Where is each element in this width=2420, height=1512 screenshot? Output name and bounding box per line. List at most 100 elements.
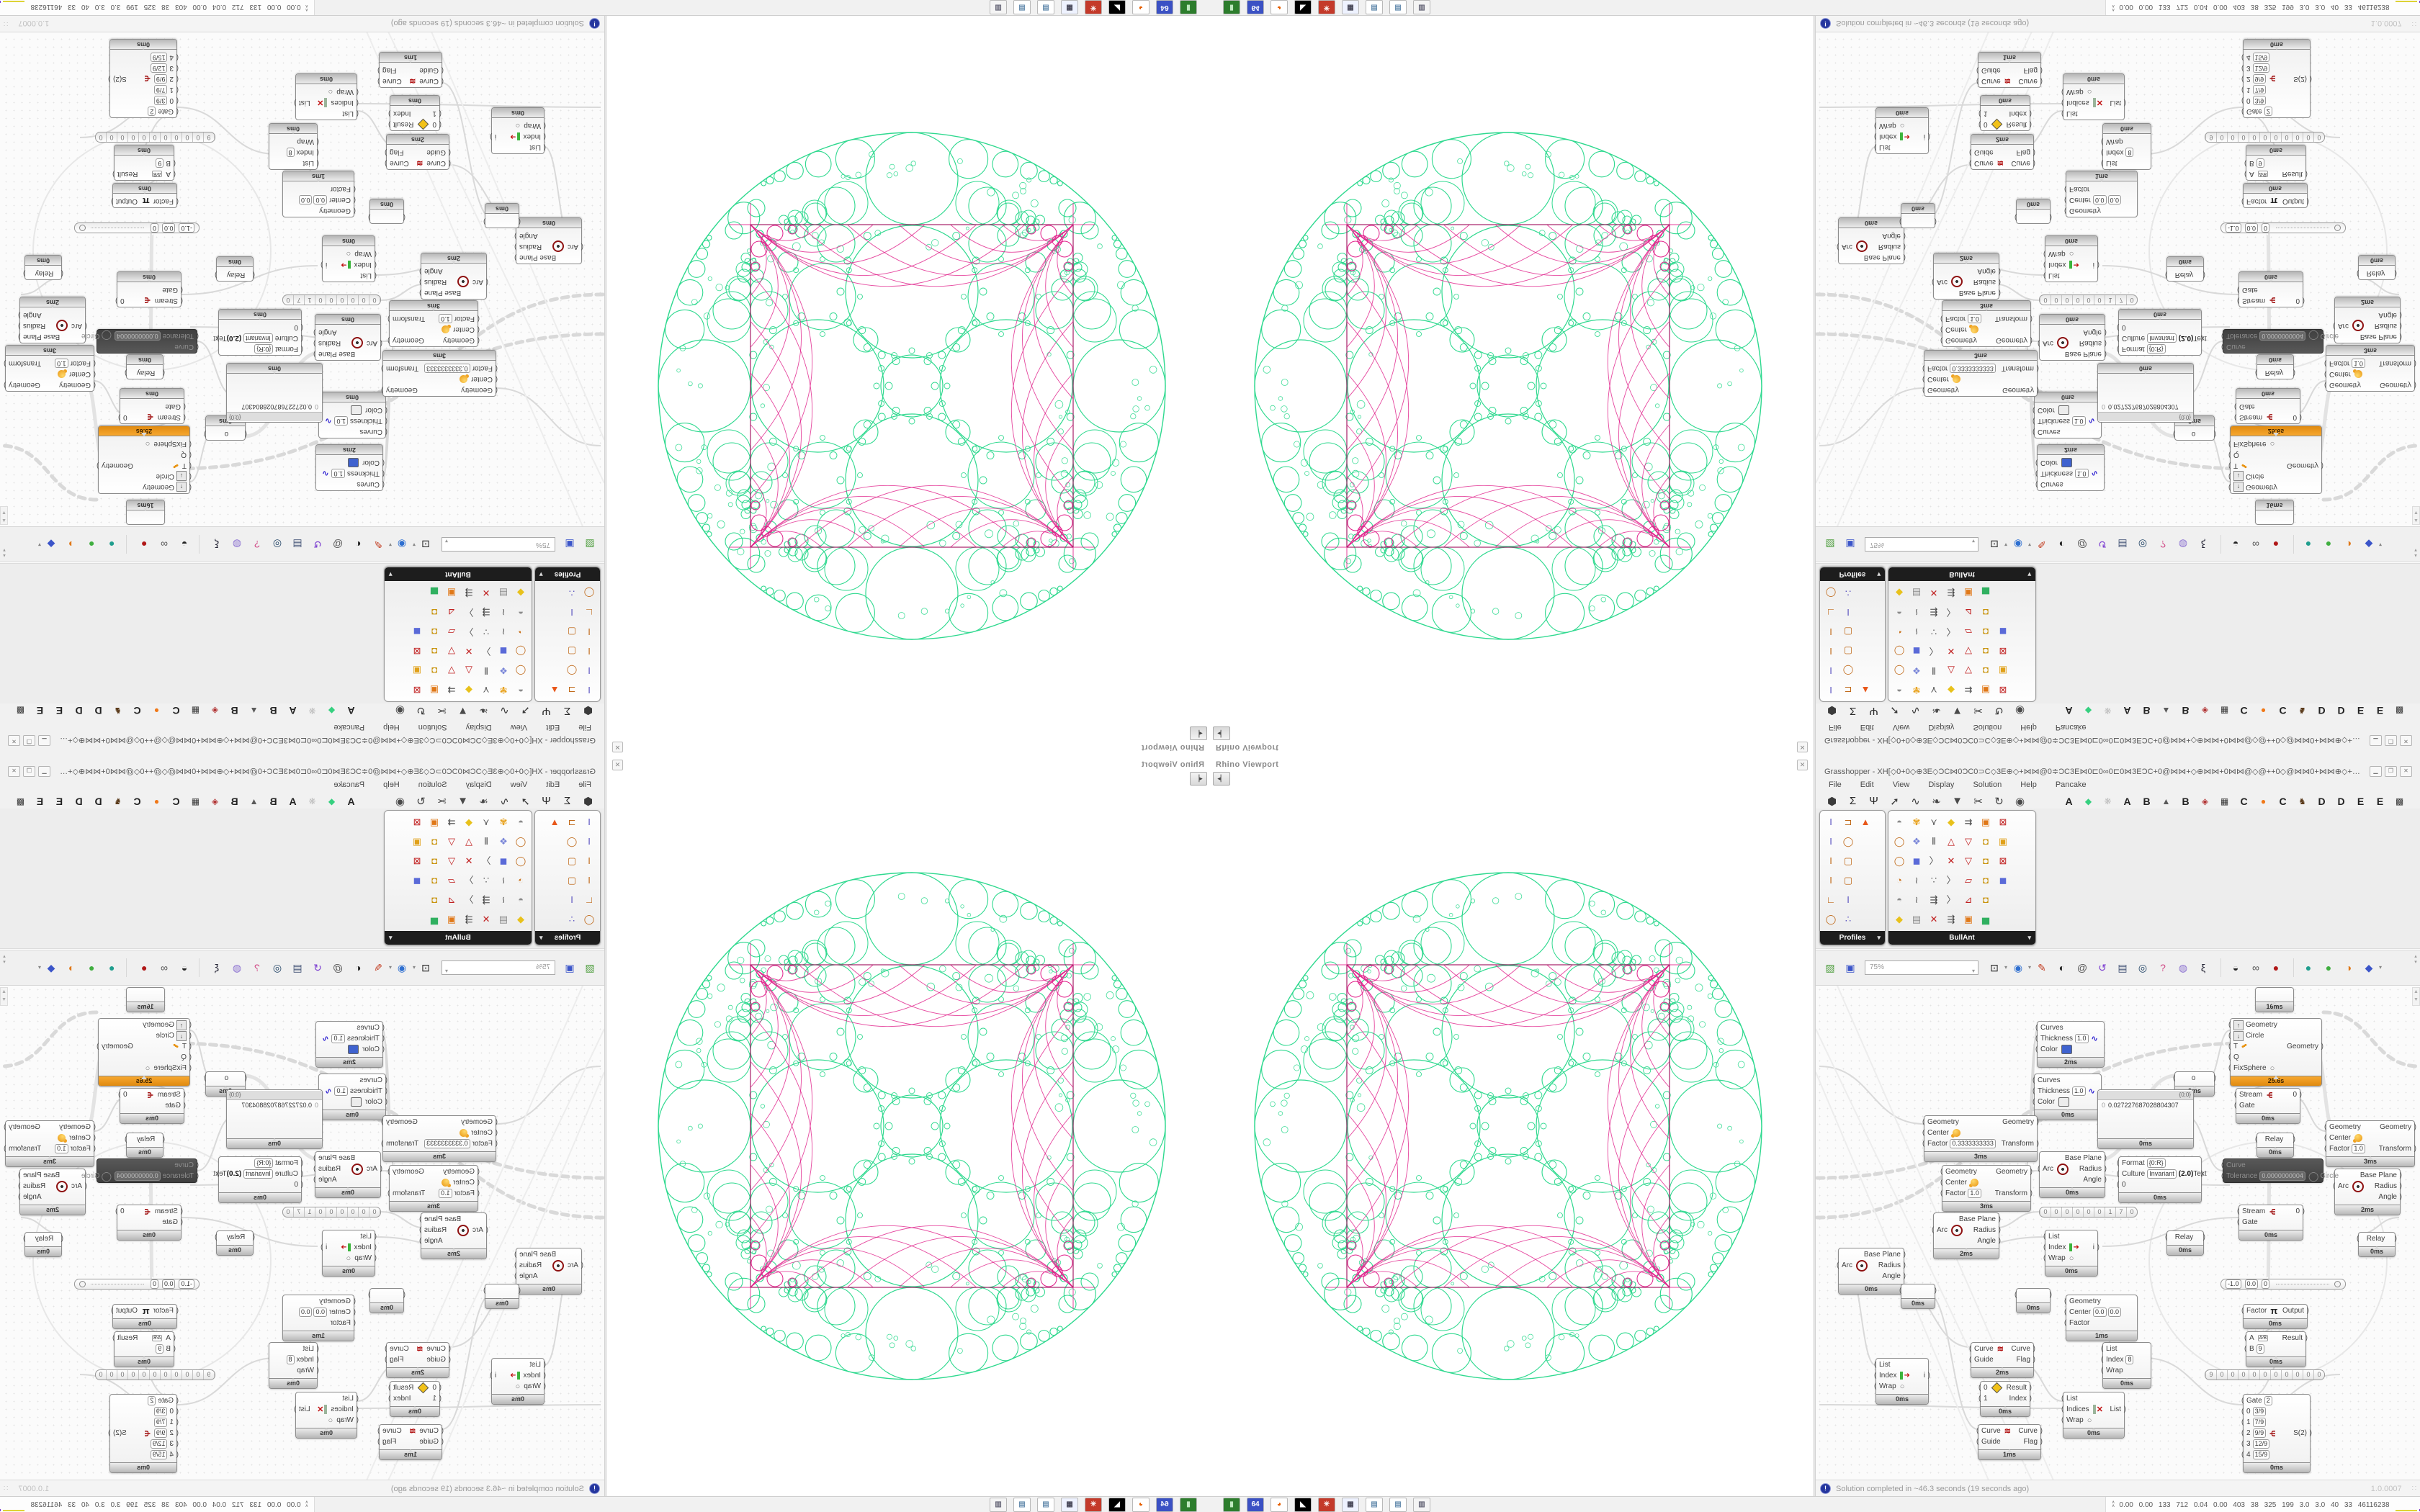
palette-component-icon[interactable]: ◘ xyxy=(1983,894,1989,905)
palette-component-icon[interactable]: ∴ xyxy=(568,914,575,924)
grid-tab[interactable]: ▦ xyxy=(2220,796,2229,806)
output-port[interactable]: ) xyxy=(419,289,422,297)
input-port[interactable]: ( xyxy=(2228,1043,2231,1050)
color-swatch[interactable] xyxy=(348,1045,359,1054)
palette-component-icon[interactable]: Ι xyxy=(1829,665,1832,676)
palette-component-icon[interactable]: ◯ xyxy=(566,836,578,847)
palette-component-icon[interactable]: ◘ xyxy=(431,646,437,657)
gh-node-scale-center[interactable]: (Geometry(Center 0.0 0.0(Factor 1ms xyxy=(2064,1295,2138,1341)
help-box-button[interactable]: ? xyxy=(254,961,260,973)
output-port[interactable]: ) xyxy=(2123,1405,2126,1413)
palette-component-icon[interactable]: ◓ xyxy=(518,894,524,905)
output-port[interactable]: ) xyxy=(108,1429,111,1437)
gh-node-flip-curve-1[interactable]: (Curve ≋ Curve)(Guide Flag) 2ms xyxy=(1969,134,2035,170)
gem-green-tab[interactable]: ◆ xyxy=(2084,706,2092,716)
palette-component-icon[interactable]: ◓ xyxy=(1896,685,1902,696)
input-port[interactable]: ( xyxy=(543,132,546,140)
palette-component-icon[interactable]: ▢ xyxy=(1843,855,1853,866)
tab-sets[interactable]: Ψ xyxy=(1869,795,1878,807)
input-port[interactable]: ( xyxy=(2234,1091,2237,1099)
daemon-icon[interactable]: ✳ xyxy=(1318,0,1335,14)
color-swatch[interactable] xyxy=(348,458,359,467)
palette-component-icon[interactable]: ▢ xyxy=(567,626,577,637)
menu-pancake[interactable]: Pancake xyxy=(333,723,365,732)
pin-teal-button[interactable]: ● xyxy=(2305,539,2312,551)
menu-display[interactable]: Display xyxy=(465,723,492,732)
input-port[interactable]: ( xyxy=(196,332,199,340)
gh-node-relay-4[interactable]: (Relay) 0ms xyxy=(215,1230,255,1256)
output-port[interactable]: ) xyxy=(125,369,127,377)
palette-component-icon[interactable]: ◘ xyxy=(1983,665,1989,676)
palette-title-profiles[interactable]: Profiles ▾ xyxy=(535,567,600,581)
output-port[interactable]: ) xyxy=(2036,386,2039,394)
dropdown-arrow-icon[interactable]: ▾ xyxy=(2379,964,2383,971)
half-orange-button[interactable]: ◑ xyxy=(2345,961,2352,973)
palette-component-icon[interactable]: ◼ xyxy=(1999,626,2007,637)
input-port[interactable]: ( xyxy=(93,370,96,378)
palette-component-icon[interactable]: ▢ xyxy=(567,646,577,657)
zoom-extents-button[interactable]: ⊡ xyxy=(1990,539,1999,551)
tab-mesh[interactable]: ▼ xyxy=(457,795,468,807)
zoom-extents-button[interactable]: ⊡ xyxy=(421,961,430,973)
palette-component-icon[interactable]: ◯ xyxy=(515,665,526,676)
value-chip[interactable]: 12/9 xyxy=(150,63,168,73)
value-chip[interactable]: 0 xyxy=(2262,1279,2270,1289)
shield-bird-tab[interactable]: ◈ xyxy=(2201,706,2209,716)
gha-loader-button[interactable]: ↺ xyxy=(2098,961,2107,973)
output-port[interactable]: ) xyxy=(1903,232,1906,240)
palette-component-icon[interactable]: 〉 xyxy=(464,894,474,905)
gh-node-scale-1[interactable]: (Geometry Geometry)(Center(Factor 0.333333… xyxy=(381,1115,498,1162)
digit-cell[interactable]: 0 xyxy=(2061,295,2072,305)
digit-cell[interactable]: 0 xyxy=(2259,1370,2270,1380)
output-port[interactable]: ) xyxy=(18,311,21,319)
input-port[interactable]: ( xyxy=(2101,1356,2104,1364)
digit-cell[interactable]: 7 xyxy=(2115,295,2126,305)
output-port[interactable]: ) xyxy=(2040,1427,2043,1435)
input-port[interactable]: ( xyxy=(380,339,382,347)
plugin-tab-b-6[interactable]: B xyxy=(230,795,238,807)
output-port[interactable]: ) xyxy=(2104,1176,2107,1184)
value-chip[interactable]: 2 xyxy=(2264,107,2272,116)
save-file-button[interactable]: ▣ xyxy=(1845,961,1855,973)
palette-component-icon[interactable]: ◘ xyxy=(1983,626,1989,637)
output-port[interactable]: ) xyxy=(2104,328,2107,336)
gh-node-clipped-node[interactable]: 16ms xyxy=(126,500,165,525)
output-port[interactable]: ) xyxy=(2213,1074,2216,1082)
dropdown-arrow-icon[interactable]: ▾ xyxy=(412,964,416,971)
pin-green-button[interactable]: ● xyxy=(2325,961,2332,973)
checker-grid-tab[interactable]: ▩ xyxy=(2395,796,2404,806)
notepad2-icon[interactable]: ▤ xyxy=(1013,1498,1031,1512)
help-box-button[interactable]: ? xyxy=(2160,961,2166,973)
input-port[interactable]: ( xyxy=(374,250,377,258)
gh-node-relay-1[interactable]: (Relay) 0ms xyxy=(125,1133,165,1158)
input-port[interactable]: ( xyxy=(441,66,444,74)
palette-title-bullant[interactable]: BullAnt ▾ xyxy=(385,567,532,581)
gh-node-arc-deconstruct-3[interactable]: Base Plane)(Arc Radius) Angle) 0ms xyxy=(514,217,583,264)
value-chip[interactable]: 7/9 xyxy=(2252,85,2267,94)
palette-component-icon[interactable]: ◆ xyxy=(1948,685,1955,696)
input-port[interactable]: ( xyxy=(477,325,480,333)
output-port[interactable]: ) xyxy=(1903,243,1906,251)
checker-grid-tab[interactable]: ▩ xyxy=(16,796,25,806)
gh-node-stream-filter-2[interactable]: (Stream Ψ 0)(Gate 0ms xyxy=(115,1205,183,1241)
palette-component-icon[interactable]: ⊐ xyxy=(1844,685,1852,696)
input-port[interactable]: ( xyxy=(495,1129,498,1137)
grasshopper-titlebar[interactable]: Grasshopper - XH[◇0+0◇⊕3E◇ƆC⋈0ƆC0⊃C◇3E⊕◇… xyxy=(1816,733,2420,749)
gh-node-pi-node[interactable]: (Factor π Output) 0ms xyxy=(2241,183,2309,208)
input-port[interactable]: ( xyxy=(189,462,192,469)
rings-button[interactable]: ∞ xyxy=(2252,961,2260,973)
input-port[interactable]: ( xyxy=(2061,88,2064,96)
input-port[interactable]: ( xyxy=(2165,1233,2168,1241)
tab-intersect[interactable]: ✂ xyxy=(1973,795,1983,808)
digit-cell[interactable]: 0 xyxy=(2083,1207,2094,1217)
gem-green-tab[interactable]: ◆ xyxy=(328,706,336,716)
gh-node-custom-preview-2[interactable]: (Curves(Thickness 1.0 ∿(Color 0ms xyxy=(2033,392,2102,438)
value-chip[interactable]: 1.0 xyxy=(334,416,348,426)
light-bulb-button[interactable]: ◍ xyxy=(232,539,242,551)
palette-component-icon[interactable]: ∟ xyxy=(1826,607,1836,618)
digit-cell[interactable]: 0 xyxy=(359,1207,369,1217)
input-port[interactable]: ( xyxy=(196,1161,199,1169)
calculator-icon[interactable]: ▦ xyxy=(1342,0,1359,14)
